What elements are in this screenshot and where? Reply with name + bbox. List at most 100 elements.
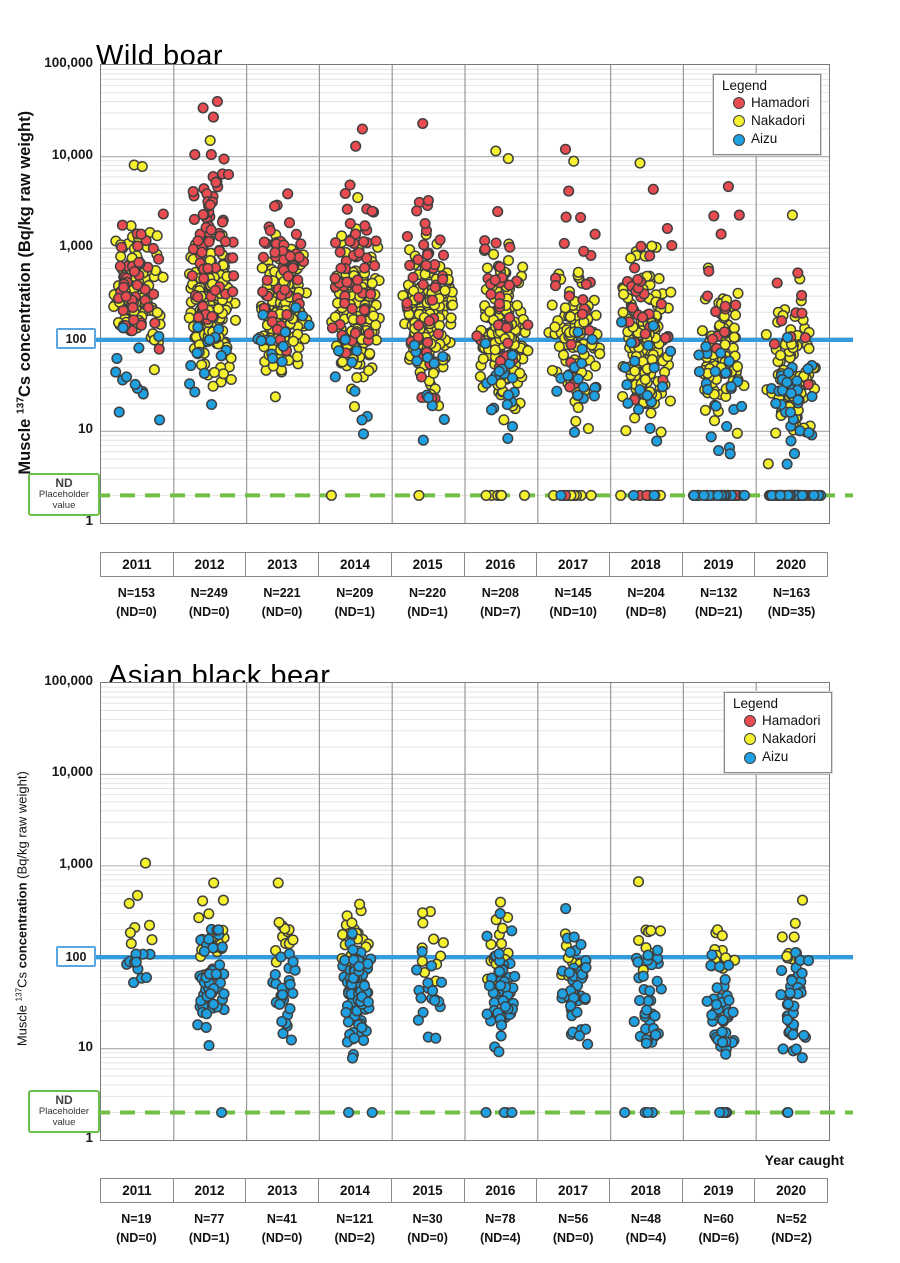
year-cell: 2017 xyxy=(537,1179,610,1202)
data-point xyxy=(408,339,421,351)
year-axis-row: 2011 2012 2013 2014 2015 2016 2017 2018 2019 2020 xyxy=(100,552,828,577)
data-point xyxy=(711,982,723,994)
data-point xyxy=(715,228,727,240)
data-point xyxy=(411,355,423,367)
hamadori-marker-icon xyxy=(744,715,756,728)
data-point xyxy=(282,270,294,282)
data-point xyxy=(495,938,508,950)
data-point xyxy=(344,218,356,230)
isotope-superscript: 137 xyxy=(14,987,24,1002)
data-point xyxy=(330,237,342,249)
data-point xyxy=(633,934,645,946)
nd-count: (ND=6) xyxy=(698,1230,740,1245)
data-point xyxy=(413,319,425,331)
data-point xyxy=(225,373,237,386)
data-point xyxy=(297,310,309,322)
data-point xyxy=(128,265,140,278)
data-point xyxy=(351,274,364,286)
data-point xyxy=(362,996,374,1008)
data-point xyxy=(656,381,669,393)
data-point xyxy=(429,994,441,1007)
data-point xyxy=(135,228,147,240)
data-point xyxy=(628,1016,640,1028)
data-point xyxy=(642,949,654,961)
data-point xyxy=(502,432,514,444)
data-point xyxy=(733,209,745,221)
data-point xyxy=(787,1028,799,1041)
data-point xyxy=(641,1004,653,1016)
year-cell: 2017 xyxy=(537,553,610,576)
data-point xyxy=(339,334,351,346)
data-point xyxy=(494,965,506,978)
y-tick-100-label: 100 xyxy=(65,949,87,964)
data-point xyxy=(727,1006,739,1018)
y-tick-label: 10,000 xyxy=(51,764,93,780)
data-point xyxy=(295,238,307,250)
data-point xyxy=(117,322,129,334)
data-point xyxy=(480,1106,492,1119)
data-point xyxy=(774,349,787,361)
data-point xyxy=(506,372,518,384)
data-point xyxy=(509,970,521,982)
data-point xyxy=(775,989,787,1001)
data-point xyxy=(269,200,281,212)
data-point xyxy=(363,365,375,377)
data-point xyxy=(356,1021,368,1034)
data-point xyxy=(641,389,653,401)
data-point xyxy=(635,240,647,252)
data-point xyxy=(796,1052,808,1064)
data-point xyxy=(576,357,588,369)
data-point xyxy=(358,304,370,316)
data-point xyxy=(369,260,381,272)
n-count: N=221 xyxy=(263,586,301,600)
legend-label: Hamadori xyxy=(751,95,810,110)
data-point xyxy=(717,1036,729,1048)
sample-count-cell: N=249 (ND=0) xyxy=(173,584,246,622)
legend-label: Hamadori xyxy=(762,713,821,728)
data-point xyxy=(192,321,204,333)
sample-count-cell: N=19 (ND=0) xyxy=(100,1210,173,1248)
data-point xyxy=(553,340,565,353)
data-point xyxy=(358,1034,370,1046)
data-point xyxy=(187,186,199,198)
data-point xyxy=(728,322,740,334)
data-point xyxy=(785,387,797,399)
data-point xyxy=(114,260,126,272)
nd-count: (ND=21) xyxy=(694,604,743,619)
data-point xyxy=(365,288,377,300)
nd-count: (ND=1) xyxy=(407,604,448,619)
data-point xyxy=(417,1006,429,1018)
data-point xyxy=(716,1026,728,1038)
data-point xyxy=(364,348,376,360)
data-point xyxy=(445,312,457,324)
data-point xyxy=(770,427,782,439)
data-point xyxy=(356,123,368,135)
data-point xyxy=(803,427,815,439)
data-point xyxy=(577,294,589,306)
hamadori-marker-icon xyxy=(733,97,745,110)
data-point xyxy=(118,281,130,293)
data-point xyxy=(412,254,424,266)
data-point xyxy=(651,435,663,447)
data-point xyxy=(273,916,285,928)
nd-count: (ND=35) xyxy=(767,604,816,619)
data-point xyxy=(412,1014,424,1026)
data-point xyxy=(216,941,228,953)
data-point xyxy=(781,458,793,470)
nd-count: (ND=4) xyxy=(625,1230,667,1245)
year-cell: 2012 xyxy=(174,1179,247,1202)
data-point xyxy=(617,306,629,318)
data-point xyxy=(132,240,144,252)
data-point xyxy=(348,1032,360,1044)
data-point xyxy=(401,297,413,309)
data-point xyxy=(626,302,638,314)
data-point xyxy=(370,319,382,331)
data-point xyxy=(282,188,294,200)
data-point xyxy=(568,931,580,943)
data-point xyxy=(556,988,569,1000)
data-point xyxy=(204,134,216,147)
data-point xyxy=(411,964,423,976)
data-point xyxy=(192,235,204,247)
data-point xyxy=(494,908,506,920)
